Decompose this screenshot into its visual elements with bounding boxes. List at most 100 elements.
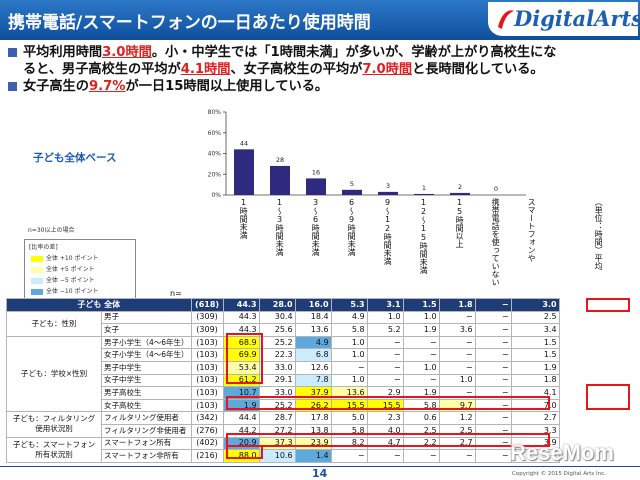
legend-item: 全体 −10 ポイント — [31, 286, 98, 295]
percent-cell: − — [366, 373, 404, 388]
bullet-text: と長時間化している。 — [412, 62, 544, 77]
copyright: Copyright © 2015 Digital Arts Inc. — [512, 471, 606, 477]
row-group-label-line: 子ども：フィルタリング — [12, 414, 96, 424]
table-row: 女子中学生 (103) 61.2 29.1 7.8 1.0− −1.0−1.8 — [7, 373, 560, 388]
average-hours-cell: 2.7 — [510, 411, 560, 425]
percent-cell: 1.0 — [402, 360, 440, 375]
percent-cell: − — [366, 360, 404, 375]
row-sub-label: 女子 — [101, 323, 192, 337]
row-group-label: 子ども：スマートフォン 所有状況別 — [6, 436, 102, 463]
average-hours-cell: 1.5 — [510, 348, 560, 362]
table-row: 女子小学生（4〜6年生） (103) 69.9 22.3 6.8 1.0− − − −1.5 — [7, 348, 560, 362]
column-header: 3〜6時間未満 — [311, 198, 321, 256]
percent-cell: 2.3 — [366, 411, 404, 425]
slide-title: 携帯電話/スマートフォンの一日あたり使用時間 — [8, 13, 371, 33]
sample-size: (276) — [190, 423, 224, 438]
legend-item: 全体 +10 ポイント — [31, 253, 98, 262]
y-tick-label: 60% — [208, 130, 222, 137]
bar — [450, 192, 470, 195]
highlight-box — [226, 445, 263, 459]
table-row: 子ども：性別 男子 (309) 44.3 30.4 18.4 4.9 1.0 1.0− −2.5 — [6, 310, 560, 337]
sample-size: (103) — [190, 398, 224, 413]
percent-cell: 25.6 — [258, 323, 296, 337]
row-sub-label: 男子 — [101, 310, 192, 325]
percent-cell: 17.8 — [294, 411, 332, 425]
bar — [342, 189, 362, 195]
percent-cell: 1.2 — [438, 411, 476, 425]
bar — [306, 178, 326, 195]
percent-cell: − — [402, 373, 440, 388]
percent-cell: 25.2 — [258, 335, 296, 350]
row-sub-label: フィルタリング非使用者 — [101, 423, 192, 438]
legend-item: 全体 −5 ポイント — [31, 275, 95, 284]
percent-cell: 4.9 — [294, 335, 332, 350]
column-header: 9〜12時間未満 — [383, 198, 393, 265]
row-sub-label: フィルタリング使用者 — [101, 411, 192, 425]
legend-item-label: 全体 −5 ポイント — [46, 277, 95, 284]
bullet-text: 。小・中学生では「1時間未満」が多いが、学齢が上がり高校生にな — [151, 45, 557, 60]
percent-cell: 28.0 — [258, 298, 296, 312]
column-header: 15時間以上 — [455, 198, 465, 248]
average-hours-cell: 3.4 — [510, 323, 560, 337]
bar-value-label: 44 — [240, 139, 248, 147]
highlighted-figure: 9.7% — [88, 79, 126, 94]
percent-cell: − — [474, 449, 512, 463]
percent-cell: − — [438, 335, 476, 350]
column-header: 12〜15時間未満 — [419, 198, 429, 274]
row-group-label: 子ども：学校×性別 — [6, 335, 102, 413]
percent-cell: 0.6 — [402, 411, 440, 425]
percent-cell: 29.1 — [258, 373, 296, 388]
percent-cell: − — [474, 335, 512, 350]
row-group-label-line: 子ども：スマートフォン — [12, 439, 96, 449]
summary-bullets: 平均利用時間3.0時間。小・中学生では「1時間未満」が多いが、学齢が上がり高校生… — [8, 44, 633, 95]
average-hours-cell: − — [510, 449, 560, 463]
percent-cell: − — [438, 348, 476, 362]
bullet-text: 平均利用時間 — [23, 45, 103, 60]
percent-cell: − — [438, 360, 476, 375]
sample-size: (103) — [190, 348, 224, 362]
bullet-square-icon — [8, 82, 17, 91]
average-hours-cell: 1.8 — [510, 373, 560, 388]
logo-swoosh-icon — [498, 10, 514, 29]
table-row: スマートフォン非所有 (216) 88.0 10.6 1.4− − − − − − — [7, 449, 560, 463]
percent-cell: − — [402, 348, 440, 362]
slide-header: 携帯電話/スマートフォンの一日あたり使用時間 DigitalArts — [0, 0, 640, 40]
bar — [270, 165, 290, 195]
percent-cell: 12.6 — [294, 360, 332, 375]
sample-size: (103) — [190, 386, 224, 400]
percent-cell: 1.0 — [366, 310, 404, 325]
percent-cell: − — [474, 310, 512, 325]
legend-swatch — [31, 255, 43, 262]
highlight-box — [226, 433, 550, 447]
row-sub-label: 男子中学生 — [101, 360, 192, 375]
percent-cell: − — [474, 348, 512, 362]
average-hours-cell: 1.9 — [510, 360, 560, 375]
percent-cell: 44.3 — [222, 310, 260, 325]
bar-value-label: 5 — [350, 180, 354, 188]
highlight-box — [586, 384, 630, 410]
sample-size: (618) — [190, 298, 224, 312]
footer-rule — [0, 466, 640, 467]
highlighted-figure: 3.0時間 — [102, 45, 152, 60]
row-sub-label: 女子中学生 — [101, 373, 192, 388]
percent-cell: 3.1 — [366, 298, 404, 312]
percent-cell: 28.7 — [258, 411, 296, 425]
sample-size: (309) — [190, 310, 224, 325]
percent-cell: − — [474, 360, 512, 375]
percent-cell: 5.8 — [330, 323, 368, 337]
legend-item-label: 全体 −10 ポイント — [46, 288, 99, 295]
bar — [378, 191, 398, 195]
percent-cell: 1.0 — [402, 310, 440, 325]
row-sub-label: 男子小学生（4〜6年生） — [101, 335, 192, 350]
y-tick-label: 40% — [208, 151, 222, 158]
logo-text: DigitalArts — [514, 6, 640, 31]
percent-cell: 22.3 — [258, 348, 296, 362]
percent-cell: 3.6 — [438, 323, 476, 337]
percent-cell: 5.3 — [330, 298, 368, 312]
average-hours-cell: 1.5 — [510, 335, 560, 350]
highlight-box — [586, 298, 630, 312]
legend-swatch — [31, 288, 43, 295]
sample-note: n=30以上の場合 — [28, 227, 75, 234]
legend-item-label: 全体 +10 ポイント — [46, 255, 99, 262]
bullet-text: 女子高生の — [23, 79, 89, 94]
